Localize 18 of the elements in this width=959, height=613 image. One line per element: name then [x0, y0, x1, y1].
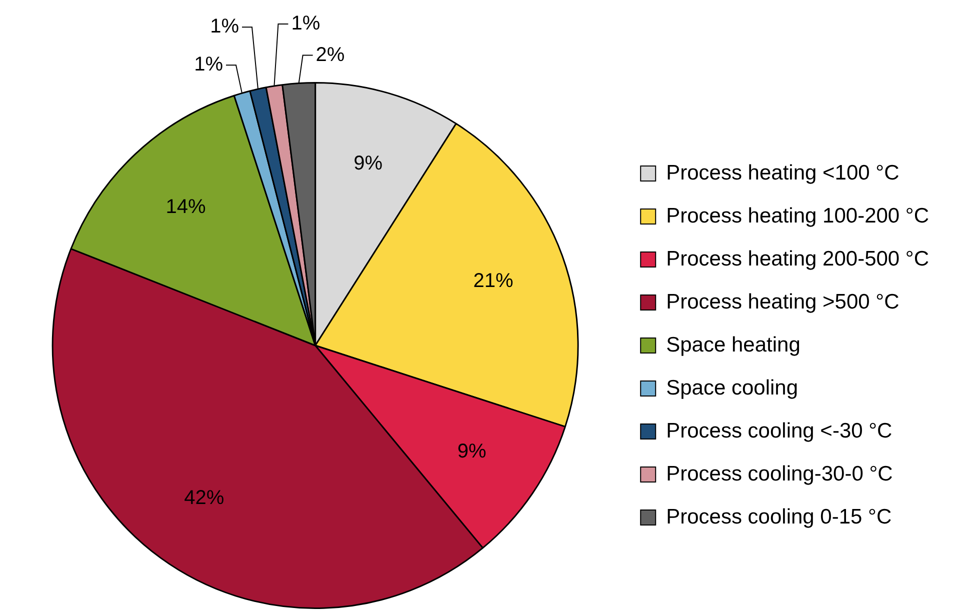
legend-label: Process heating <100 °C — [666, 161, 900, 184]
legend-label: Process cooling <-30 °C — [666, 419, 892, 442]
data-label: 14% — [166, 196, 206, 218]
data-label: 1% — [194, 54, 224, 76]
legend-label: Process heating 200-500 °C — [666, 247, 929, 270]
data-label: 1% — [291, 12, 320, 34]
legend-label: Space cooling — [666, 376, 798, 400]
data-label: 9% — [354, 152, 383, 174]
data-label: 21% — [473, 270, 514, 292]
legend-label: Process cooling 0-15 °C — [666, 505, 892, 528]
data-label: 42% — [184, 487, 224, 510]
legend-label: Process heating >500 °C — [666, 290, 900, 314]
data-label: 9% — [457, 440, 486, 462]
legend-label: Process heating 100-200 °C — [666, 204, 929, 228]
legend-label: Space heating — [666, 333, 800, 356]
legend-label: Process cooling-30-0 °C — [666, 462, 893, 486]
data-label: 2% — [316, 44, 345, 66]
data-label: 1% — [210, 16, 240, 38]
